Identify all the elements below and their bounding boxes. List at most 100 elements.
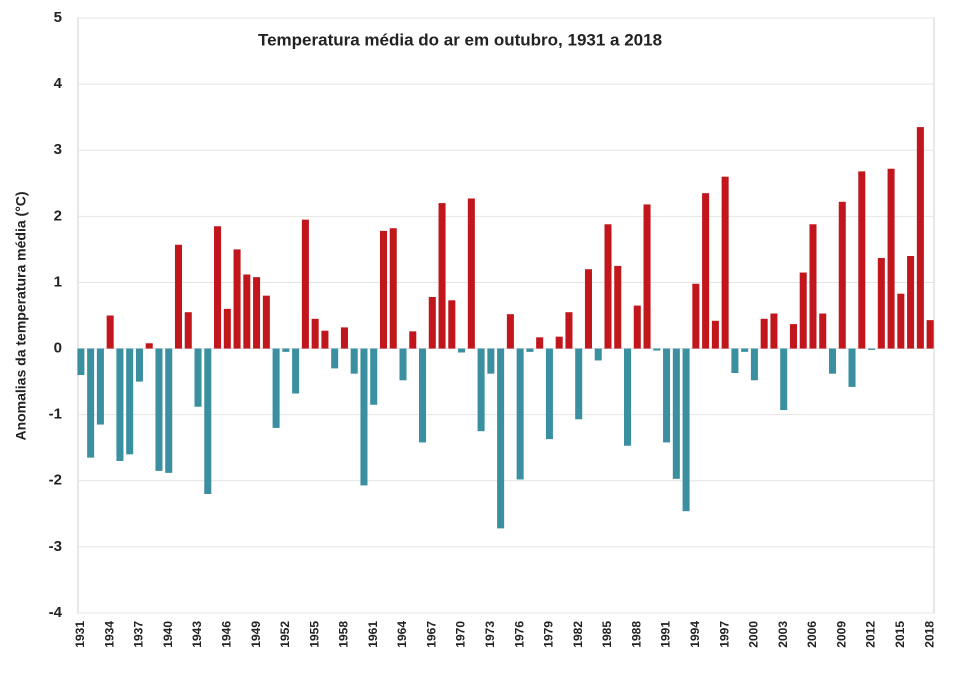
bar xyxy=(897,293,905,349)
bar xyxy=(614,265,622,349)
bar xyxy=(682,348,690,512)
bar xyxy=(155,348,163,471)
bar xyxy=(702,193,710,349)
x-tick-label: 1994 xyxy=(688,621,702,648)
bar xyxy=(379,230,387,349)
bar xyxy=(858,171,866,349)
bar xyxy=(711,320,719,349)
bar xyxy=(370,348,378,405)
x-tick-label: 1940 xyxy=(161,621,175,648)
bar xyxy=(223,308,231,349)
bar xyxy=(106,315,114,349)
bar xyxy=(301,219,309,349)
bar xyxy=(672,348,680,479)
bar xyxy=(809,224,817,349)
x-tick-label: 2006 xyxy=(805,621,819,648)
bar xyxy=(789,324,797,349)
x-tick-label: 1985 xyxy=(600,621,614,648)
x-tick-label: 2003 xyxy=(776,621,790,648)
bar xyxy=(419,348,427,443)
bar xyxy=(253,277,261,349)
x-tick-label: 1955 xyxy=(307,621,321,648)
chart-title: Temperatura média do ar em outubro, 1931… xyxy=(258,30,662,49)
bar xyxy=(282,348,290,352)
x-tick-label: 1961 xyxy=(366,621,380,648)
x-tick-label: 2015 xyxy=(893,621,907,648)
bar xyxy=(799,272,807,349)
x-tick-label: 1931 xyxy=(73,621,87,648)
bar xyxy=(360,348,368,486)
bar xyxy=(907,256,915,349)
bar xyxy=(848,348,856,387)
bar xyxy=(399,348,407,381)
bar xyxy=(233,249,241,349)
bar xyxy=(506,314,514,349)
bar xyxy=(545,348,553,440)
bar xyxy=(350,348,358,374)
bar xyxy=(135,348,143,382)
y-tick-label: -2 xyxy=(49,472,62,489)
bar xyxy=(321,330,329,349)
x-tick-label: 1952 xyxy=(278,621,292,648)
bar xyxy=(819,313,827,349)
x-tick-label: 1997 xyxy=(717,621,731,648)
x-tick-label: 1964 xyxy=(395,621,409,648)
bar xyxy=(477,348,485,432)
bar xyxy=(87,348,95,458)
x-tick-label: 1979 xyxy=(542,621,556,648)
bar xyxy=(750,348,758,381)
bar xyxy=(887,168,895,349)
y-tick-label: -1 xyxy=(49,406,62,423)
bar xyxy=(584,269,592,349)
bar xyxy=(458,348,466,353)
bar xyxy=(877,257,885,349)
bar xyxy=(643,204,651,349)
x-tick-label: 1937 xyxy=(132,621,146,648)
bar xyxy=(448,300,456,349)
bar xyxy=(741,348,749,352)
bar xyxy=(126,348,134,455)
y-tick-label: 5 xyxy=(54,9,62,26)
bar xyxy=(174,244,183,349)
y-axis-label: Anomalias da temperatura média (°C) xyxy=(13,191,29,440)
x-tick-label: 2000 xyxy=(747,621,761,648)
y-tick-label: -3 xyxy=(49,538,62,555)
bar xyxy=(340,327,348,349)
bar xyxy=(633,305,641,349)
bar xyxy=(292,348,300,394)
x-tick-label: 2012 xyxy=(864,621,878,648)
bar xyxy=(331,348,339,369)
bar xyxy=(165,348,173,473)
y-tick-label: 4 xyxy=(54,75,63,92)
x-tick-label: 1943 xyxy=(190,621,204,648)
bar xyxy=(760,318,768,349)
bar xyxy=(438,203,446,349)
bar xyxy=(428,296,436,349)
bar xyxy=(243,274,251,349)
bar xyxy=(204,348,212,494)
x-tick-label: 2009 xyxy=(834,621,848,648)
bar xyxy=(536,337,544,349)
bar xyxy=(624,348,632,446)
bar xyxy=(77,348,85,375)
bar xyxy=(663,348,671,443)
bar xyxy=(389,228,397,349)
bar xyxy=(194,348,202,407)
bar xyxy=(409,331,417,349)
x-tick-label: 1988 xyxy=(629,621,643,648)
x-tick-label: 1967 xyxy=(424,621,438,648)
bar xyxy=(731,348,739,374)
bar xyxy=(828,348,837,374)
x-tick-label: 1949 xyxy=(249,621,263,648)
bar xyxy=(487,348,495,374)
x-tick-label: 1991 xyxy=(659,621,673,648)
bar xyxy=(497,348,505,529)
x-tick-label: 1973 xyxy=(483,621,497,648)
bar xyxy=(262,295,270,349)
y-tick-label: 1 xyxy=(54,273,62,290)
x-tick-label: 2018 xyxy=(922,621,936,648)
x-tick-label: 1946 xyxy=(219,621,233,648)
bar xyxy=(575,348,583,420)
bar xyxy=(96,348,104,425)
